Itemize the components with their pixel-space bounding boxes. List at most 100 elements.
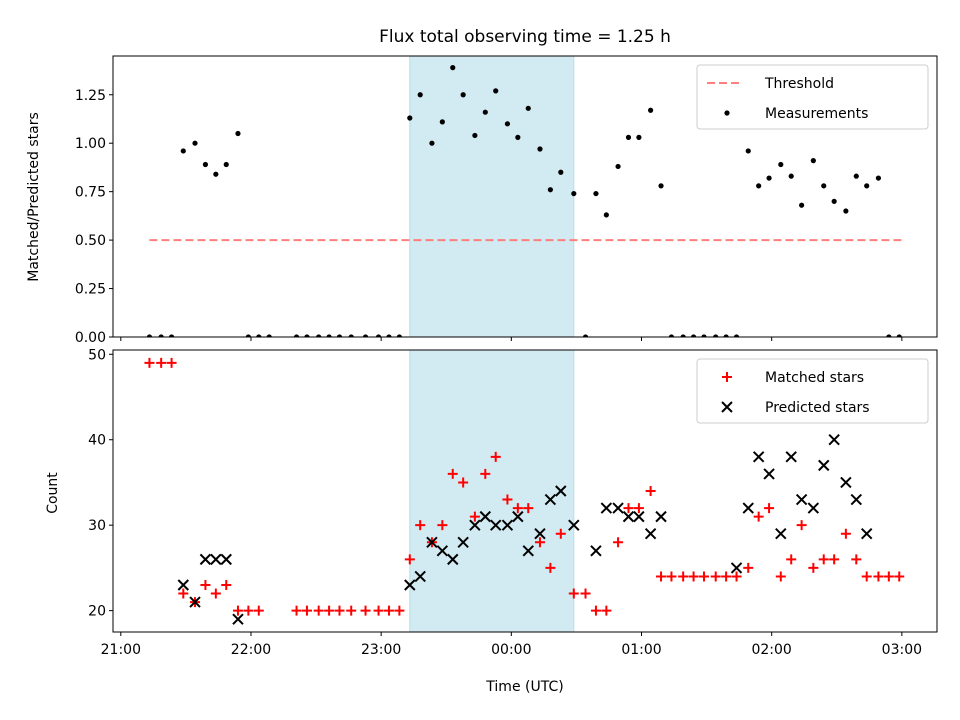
chart-title: Flux total observing time = 1.25 h (379, 27, 671, 47)
measurement-point (603, 212, 609, 218)
x-tick-label: 21:00 (101, 642, 141, 658)
measurement-point (407, 115, 413, 121)
predicted-star-point (860, 528, 873, 540)
measurement-point (853, 173, 859, 179)
predicted-star-point (590, 545, 602, 557)
matched-star-point (656, 571, 667, 582)
matched-star-point (447, 468, 458, 479)
matched-star-point (156, 357, 167, 368)
measurement-point (493, 88, 499, 94)
measurement-point (515, 134, 521, 140)
predicted-star-point (404, 579, 416, 591)
plot-frame (112, 349, 938, 633)
predicted-star-point (850, 493, 862, 506)
measurement-point (723, 334, 729, 337)
x-tick-label: 00:00 (491, 642, 531, 658)
predicted-star-point (600, 502, 613, 514)
predicted-star-point (522, 545, 534, 557)
measurement-point (821, 183, 827, 189)
predicted-star-point (807, 502, 820, 514)
measurement-point (680, 334, 686, 337)
bottom-panel: 20 30 40 50 21:00 22:00 23:00 00:00 01:00 02:00 0… (45, 347, 938, 695)
predicted-star-point (479, 510, 492, 523)
matched-star-point (415, 520, 426, 531)
measurement-point (582, 334, 589, 337)
measurement-point (245, 334, 251, 337)
measurement-point (571, 190, 577, 197)
y-tick-label: 1.00 (75, 136, 106, 152)
matched-star-point (721, 571, 732, 582)
matched-star-point (373, 605, 384, 616)
measurement-point (658, 183, 664, 189)
measurement-point (525, 105, 531, 111)
matched-star-point (346, 605, 357, 616)
observing-time-span (409, 349, 575, 633)
predicted-star-point (490, 519, 502, 531)
predicted-star-point (795, 493, 808, 506)
y-tick-label: 0.50 (75, 233, 106, 249)
matched-star-point (590, 605, 601, 616)
measurement-point (810, 158, 816, 164)
measurement-point (429, 140, 435, 146)
measurement-point (896, 334, 902, 337)
predicted-star-point (633, 510, 645, 523)
measurement-point (558, 169, 564, 175)
predicted-star-point (436, 545, 449, 557)
measurement-point (396, 334, 402, 337)
matched-star-point (404, 554, 415, 565)
measurement-point (213, 171, 219, 177)
matched-star-point (545, 562, 556, 573)
measurement-point (593, 190, 599, 197)
measurement-point (158, 334, 164, 337)
predicted-star-point (763, 468, 775, 480)
x-tick-label: 03:00 (882, 642, 922, 658)
legend-box (696, 64, 929, 130)
predicted-star-point (622, 510, 635, 523)
measurement-point (713, 334, 719, 337)
predicted-star-point (232, 613, 244, 625)
predicted-star-point (177, 579, 190, 591)
y-tick-label: 30 (88, 518, 106, 534)
predicted-star-point (785, 451, 797, 463)
bottom-legend: Matched stars Predicted stars (696, 358, 929, 424)
y-tick-label: 0.75 (75, 185, 106, 201)
matched-star-point (731, 571, 742, 582)
matched-star-point (490, 451, 501, 462)
matched-star-point (688, 571, 699, 582)
matched-star-point (555, 528, 566, 539)
matched-star-point (775, 571, 786, 582)
measurement-point (504, 121, 511, 127)
predicted-star-point (730, 562, 743, 574)
measurement-point (266, 334, 272, 337)
measurement-point (615, 163, 621, 170)
measurement-point (668, 334, 675, 337)
matched-star-point (253, 605, 264, 616)
predicted-star-point (828, 434, 840, 446)
measurement-point (864, 183, 870, 189)
matched-star-point (818, 554, 829, 565)
measurement-point (482, 109, 488, 115)
predicted-star-point (457, 536, 469, 548)
matched-star-point (243, 605, 254, 616)
observing-time-span (409, 55, 575, 338)
matched-star-point (480, 468, 491, 479)
measurement-point (875, 175, 882, 181)
matched-star-point (437, 520, 448, 531)
measurement-point (304, 334, 310, 337)
matched-star-point (894, 571, 905, 582)
measurement-point (146, 334, 153, 337)
bottom-y-axis-label: Count (45, 472, 61, 514)
matched-star-point (698, 571, 709, 582)
matched-star-point (200, 580, 211, 590)
measurement-point (256, 334, 262, 337)
predicted-star-point (544, 493, 557, 506)
matched-star-point (144, 357, 155, 368)
legend-box (696, 358, 929, 424)
measurement-point (778, 161, 784, 168)
y-tick-label: 0.00 (75, 330, 106, 346)
predicted-star-point (644, 528, 657, 540)
predicted-star-point (220, 553, 232, 566)
measurement-point (472, 132, 478, 139)
measurement-point (701, 334, 707, 337)
measurement-point (192, 140, 198, 146)
